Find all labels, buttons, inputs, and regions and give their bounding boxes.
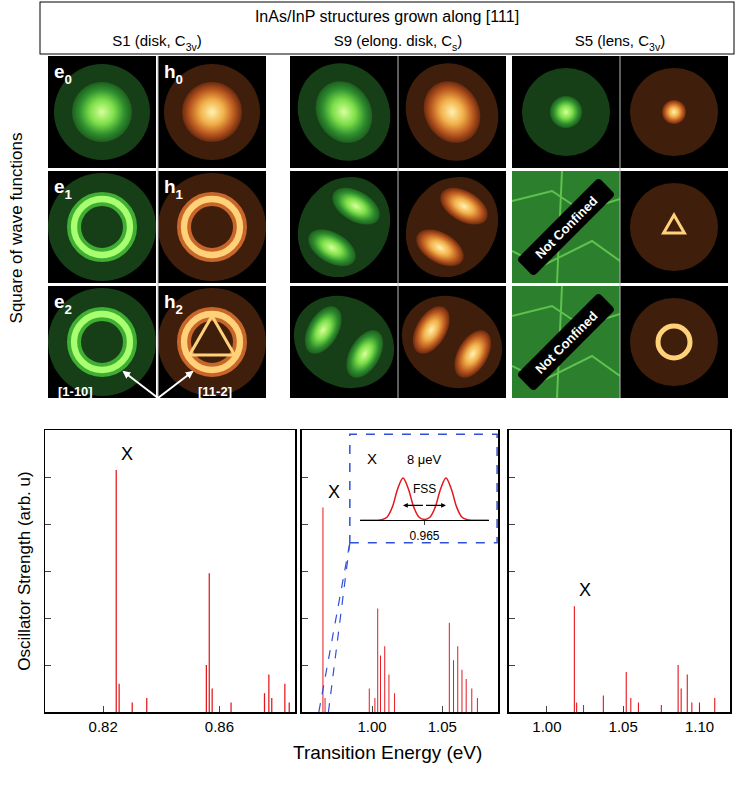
svg-text:X: X (367, 450, 377, 467)
svg-text:S1 (disk, C3v): S1 (disk, C3v) (112, 32, 201, 53)
svg-text:0.82: 0.82 (89, 718, 118, 735)
svg-text:Transition Energy (eV): Transition Energy (eV) (293, 742, 482, 763)
svg-text:0.965: 0.965 (409, 529, 439, 543)
svg-text:X: X (328, 482, 340, 502)
svg-text:Not Confined: Not Confined (532, 193, 600, 261)
svg-text:1.00: 1.00 (357, 718, 386, 735)
svg-text:1.00: 1.00 (532, 718, 561, 735)
svg-text:S9 (elong. disk, Cs): S9 (elong. disk, Cs) (334, 32, 463, 53)
svg-text:1.05: 1.05 (609, 718, 638, 735)
svg-text:e2: e2 (54, 291, 72, 317)
svg-text:X: X (121, 444, 133, 464)
svg-text:[1-10]: [1-10] (58, 384, 93, 399)
svg-text:Square of wave functions: Square of wave functions (7, 133, 26, 324)
svg-text:[11-2]: [11-2] (198, 384, 232, 399)
svg-text:h2: h2 (164, 291, 183, 317)
svg-text:h1: h1 (164, 176, 184, 202)
svg-text:Oscillator Strength (arb. u): Oscillator Strength (arb. u) (15, 471, 34, 670)
svg-text:Not Confined: Not Confined (532, 308, 600, 376)
svg-text:e1: e1 (54, 176, 73, 202)
svg-text:1.10: 1.10 (685, 718, 714, 735)
svg-text:S5 (lens, C3v): S5 (lens, C3v) (575, 32, 665, 53)
svg-text:0.86: 0.86 (205, 718, 234, 735)
svg-text:FSS: FSS (413, 482, 436, 496)
svg-text:e0: e0 (54, 61, 72, 87)
svg-text:X: X (579, 580, 591, 600)
svg-text:InAs/InP structures grown alon: InAs/InP structures grown along [111] (255, 8, 519, 25)
svg-text:1.05: 1.05 (428, 718, 457, 735)
svg-text:h0: h0 (164, 61, 183, 87)
svg-text:8 μeV: 8 μeV (407, 452, 442, 467)
